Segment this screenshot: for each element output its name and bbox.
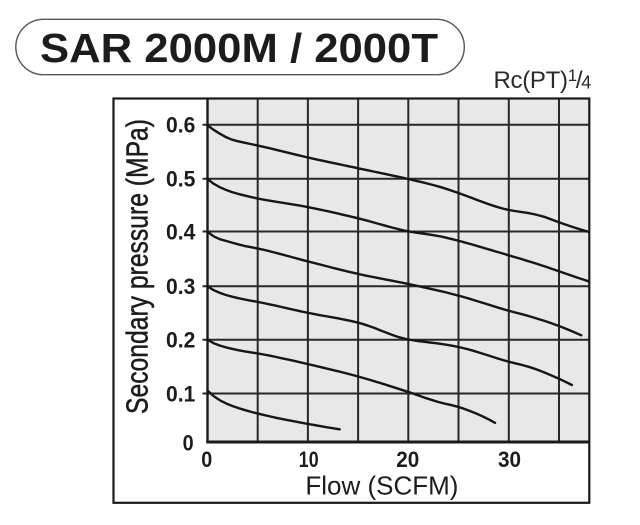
svg-text:0.5: 0.5 [166,167,195,192]
svg-text:Secondary pressure (MPa): Secondary pressure (MPa) [120,119,155,414]
svg-text:Rc(PT)1/4: Rc(PT)1/4 [494,66,592,94]
svg-text:SAR 2000M / 2000T: SAR 2000M / 2000T [40,25,438,71]
svg-text:0.2: 0.2 [166,328,195,353]
svg-text:0.3: 0.3 [166,274,195,299]
svg-text:0.1: 0.1 [166,381,195,406]
svg-text:10: 10 [299,447,319,472]
svg-text:Flow (SCFM): Flow (SCFM) [305,470,458,500]
svg-text:0.4: 0.4 [166,219,196,244]
svg-text:0: 0 [201,447,212,472]
svg-text:30: 30 [498,447,521,472]
svg-text:0: 0 [183,430,194,455]
svg-text:20: 20 [396,447,419,472]
svg-text:0.6: 0.6 [166,113,195,138]
